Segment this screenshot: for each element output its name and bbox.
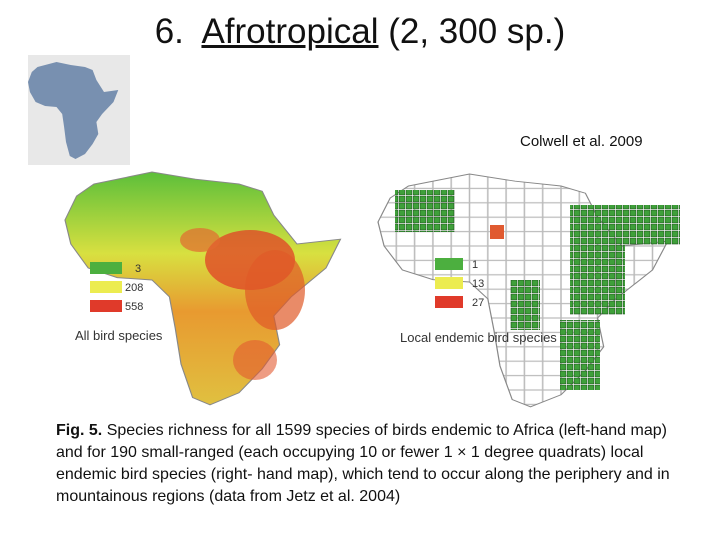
left-map: 3 208 558 All bird species (63, 170, 342, 407)
hotspot (245, 250, 305, 330)
legend-swatch (90, 262, 122, 274)
legend-swatch (90, 281, 122, 293)
legend-label: 1 (472, 259, 478, 271)
caption-text: Species richness for all 1599 species of… (56, 422, 670, 505)
title: 6. Afrotropical (2, 300 sp.) (0, 12, 720, 52)
map-label-text: All bird species (75, 328, 163, 343)
legend-label: 208 (125, 282, 143, 294)
hotspot (180, 228, 220, 252)
right-map: 1 13 27 Local endemic bird species (376, 172, 680, 409)
legend-label: 558 (125, 301, 143, 313)
inset-map (28, 55, 130, 165)
legend-swatch (435, 296, 463, 308)
endemic-hotspot (490, 225, 504, 239)
legend-swatch (435, 258, 463, 270)
citation: Colwell et al. 2009 (520, 133, 643, 150)
endemic-cells (395, 190, 455, 232)
caption-figure: Fig. 5. (56, 422, 103, 439)
title-region: Afrotropical (201, 12, 379, 51)
legend-label: 3 (135, 263, 141, 275)
endemic-cells (510, 280, 540, 330)
map-label-text: Local endemic bird species (400, 330, 557, 345)
title-number: 6. (154, 12, 184, 51)
endemic-cells (570, 245, 625, 315)
legend-swatch (90, 300, 122, 312)
map-label: Local endemic bird species (400, 330, 557, 345)
title-count: (2, 300 sp.) (388, 12, 566, 51)
endemic-cells (570, 205, 680, 245)
legend-label: 13 (472, 278, 484, 290)
hotspot (233, 340, 277, 380)
map-label: All bird species (75, 328, 163, 343)
legend-label: 27 (472, 297, 484, 309)
caption: Fig. 5. Species richness for all 1599 sp… (56, 420, 696, 508)
endemic-cells (560, 320, 600, 390)
legend-swatch (435, 277, 463, 289)
